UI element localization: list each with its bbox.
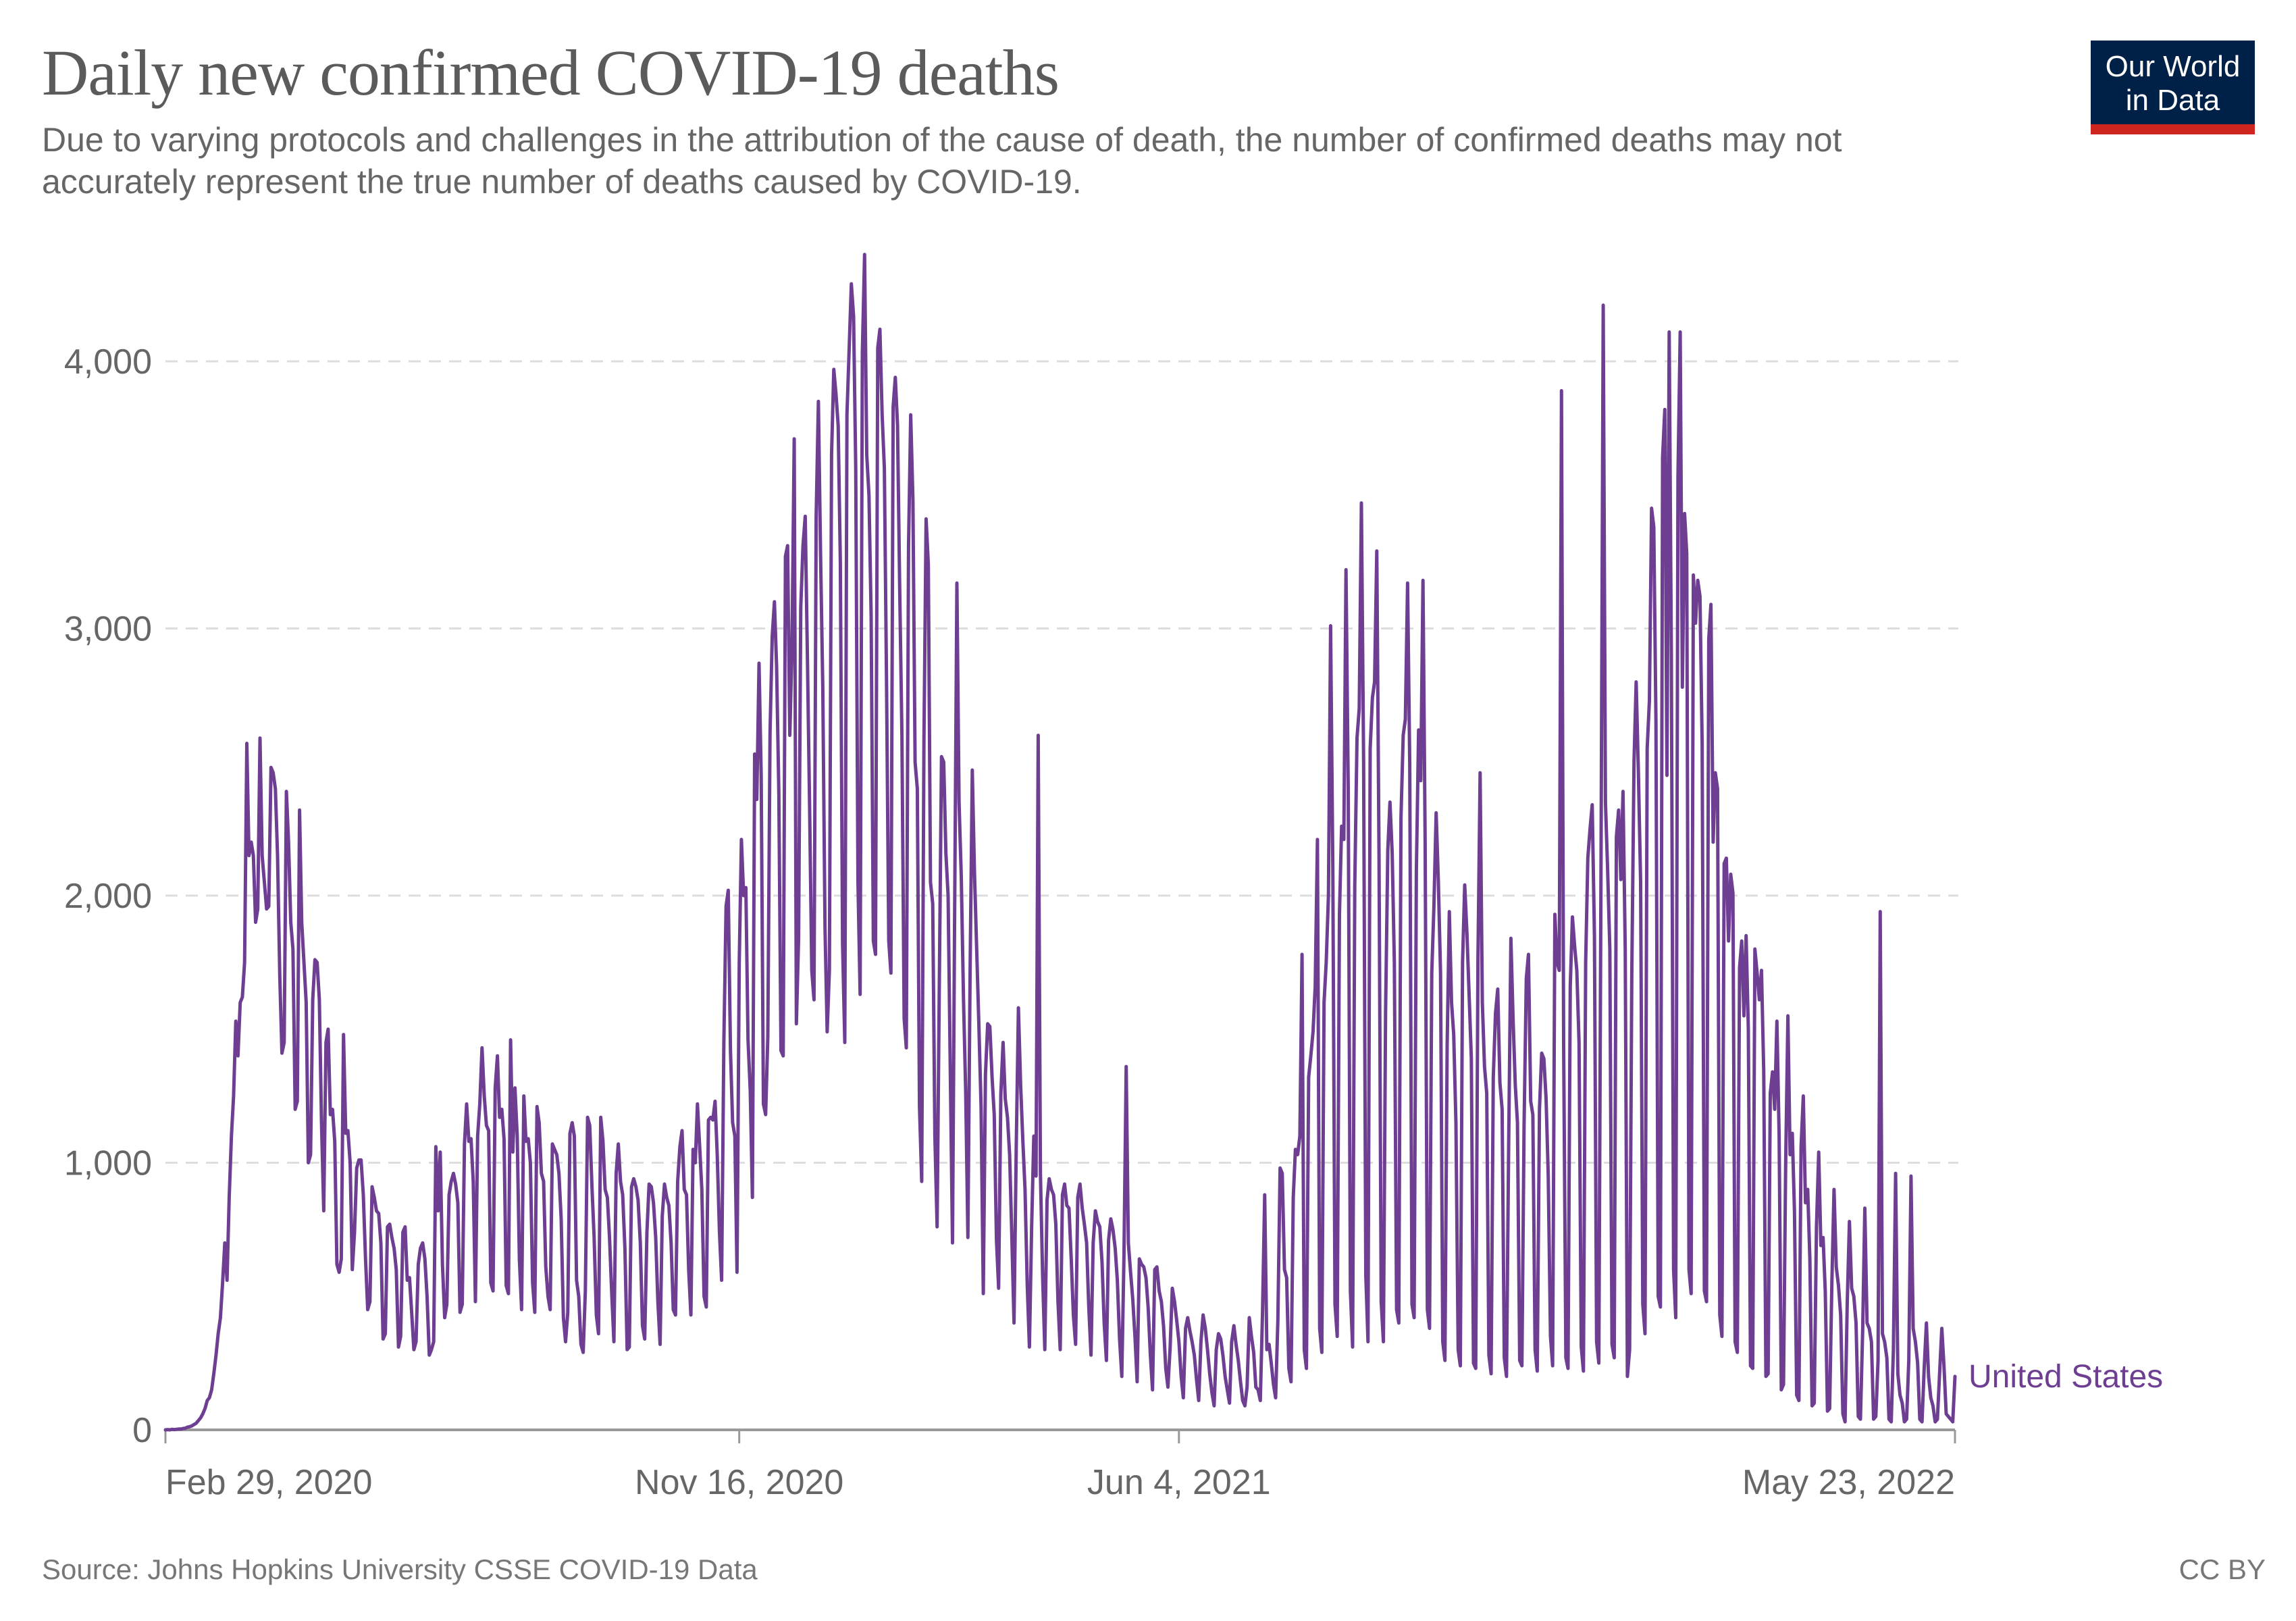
y-tick-label: 0 bbox=[132, 1411, 152, 1450]
x-tick-label: Jun 4, 2021 bbox=[1087, 1463, 1271, 1502]
logo-line-1: Our World bbox=[2105, 50, 2241, 83]
x-tick-label: May 23, 2022 bbox=[1742, 1463, 1955, 1502]
grid-lines bbox=[165, 360, 1958, 1164]
x-tick-label: Nov 16, 2020 bbox=[635, 1463, 843, 1502]
chart-title: Daily new confirmed COVID-19 deaths bbox=[42, 36, 1060, 109]
source-note: Source: Johns Hopkins University CSSE CO… bbox=[42, 1553, 758, 1585]
chart-subtitle: Due to varying protocols and challenges … bbox=[42, 121, 1842, 201]
y-tick-label: 1,000 bbox=[64, 1144, 152, 1183]
owid-logo[interactable]: Our World in Data bbox=[2091, 41, 2255, 134]
x-tick-label: Feb 29, 2020 bbox=[165, 1463, 372, 1502]
logo-line-2: in Data bbox=[2125, 84, 2220, 117]
logo-text: Our World in Data bbox=[2091, 50, 2255, 118]
series-layer bbox=[163, 253, 1957, 1432]
y-axis: 0 1,000 2,000 3,000 4,000 bbox=[64, 342, 152, 1450]
y-tick-label: 2,000 bbox=[64, 877, 152, 916]
license-link[interactable]: CC BY bbox=[2178, 1553, 2266, 1585]
y-tick-label: 4,000 bbox=[64, 342, 152, 382]
legend: United States bbox=[1968, 1359, 2163, 1395]
y-tick-label: 3,000 bbox=[64, 610, 152, 649]
series-line-united-states[interactable] bbox=[163, 253, 1957, 1432]
series-end-label[interactable]: United States bbox=[1968, 1359, 2163, 1395]
x-axis: Feb 29, 2020 Nov 16, 2020 Jun 4, 2021 May 2… bbox=[164, 1429, 1956, 1502]
logo-accent-bar bbox=[2091, 124, 2255, 134]
